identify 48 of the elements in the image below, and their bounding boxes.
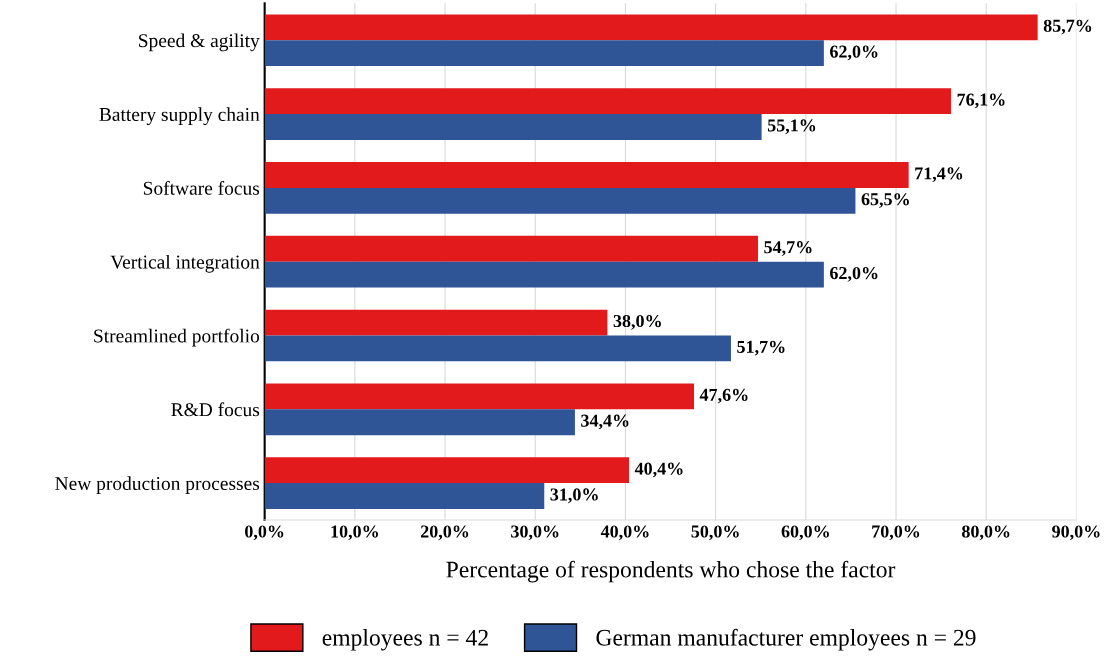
bar [264, 261, 824, 288]
bar [264, 457, 630, 484]
y-tick-label: New production processes [55, 476, 260, 495]
data-label: 40,4% [634, 462, 683, 478]
x-tick-label: 20,0% [420, 525, 469, 541]
legend-label: employees n = 42 [322, 629, 488, 651]
bar [264, 409, 575, 436]
bar [264, 235, 759, 262]
data-label: 71,4% [915, 167, 963, 183]
bar [264, 162, 909, 188]
x-tick-label: 90,0% [1052, 525, 1100, 541]
y-tick-label: Battery supply chain [99, 107, 260, 126]
data-label: 38,0% [613, 314, 661, 330]
data-label: 31,0% [550, 488, 598, 504]
x-tick-label: 10,0% [331, 525, 378, 541]
bar [264, 14, 1038, 41]
y-tick-label: Software focus [143, 180, 260, 195]
bar [264, 40, 824, 67]
y-tick-label: Vertical integration [110, 254, 260, 273]
x-tick-label: 50,0% [691, 525, 739, 541]
bar [264, 383, 694, 410]
data-label: 62,0% [830, 266, 878, 282]
bar [264, 335, 731, 362]
data-label: 34,4% [581, 414, 629, 430]
legend-label: German manufacturer employees n = 29 [596, 628, 976, 651]
y-tick-label: R&D focus [171, 402, 260, 417]
bar [264, 309, 608, 336]
x-tick-label: 0,0% [245, 525, 284, 541]
x-tick-label: 70,0% [872, 525, 920, 541]
data-label: 55,1% [767, 119, 816, 135]
x-tick-label: 30,0% [511, 525, 559, 541]
data-label: 51,7% [737, 340, 785, 356]
data-label: 65,5% [861, 193, 909, 208]
data-label: 47,6% [699, 388, 748, 404]
bar [264, 187, 856, 214]
y-tick-label: Streamlined portfolio [94, 328, 260, 347]
x-tick-label: 80,0% [961, 525, 1010, 541]
y-tick-label: Speed & agility [139, 33, 260, 52]
data-label: 85,7% [1043, 19, 1092, 35]
x-tick-label: 40,0% [600, 525, 649, 541]
data-label: 76,1% [957, 93, 1005, 109]
x-tick-label: 60,0% [781, 525, 829, 541]
bar [264, 88, 952, 115]
data-label: 54,7% [764, 241, 812, 256]
data-label: 62,0% [830, 45, 878, 61]
bar [264, 483, 545, 509]
x-axis-title: Percentage of respondents who chose the factor [446, 560, 896, 583]
bar [264, 114, 762, 140]
